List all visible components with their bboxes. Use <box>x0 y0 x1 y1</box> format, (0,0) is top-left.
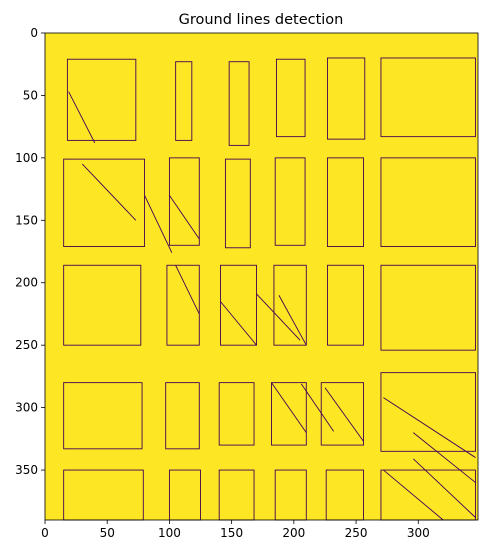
block-outline <box>326 157 364 247</box>
block-outline <box>380 57 476 138</box>
block-diagonal <box>68 91 96 144</box>
block-18 <box>63 382 143 450</box>
block-23 <box>380 372 476 458</box>
block-outline <box>326 264 364 346</box>
block-outline <box>274 157 306 246</box>
block-diagonal <box>175 265 200 315</box>
x-tick-label: 0 <box>41 526 49 540</box>
block-diagonal <box>278 295 307 346</box>
block-10 <box>326 157 364 247</box>
block-outline <box>168 157 200 246</box>
y-tick-label: 250 <box>15 338 38 352</box>
block-diagonal <box>169 195 200 240</box>
y-tick-label: 300 <box>15 401 38 415</box>
x-tick-label: 50 <box>100 526 115 540</box>
block-7 <box>168 157 200 246</box>
block-diagonal <box>324 387 364 442</box>
block-11 <box>380 157 476 247</box>
block-outline <box>63 264 142 346</box>
y-tick-label: 150 <box>15 213 38 227</box>
block-1 <box>175 61 193 141</box>
block-0 <box>66 58 137 144</box>
diagonal-line-4 <box>412 458 476 518</box>
block-16 <box>326 264 364 346</box>
block-diagonal <box>383 397 476 458</box>
block-13 <box>166 264 200 346</box>
plot-frame <box>44 32 479 521</box>
block-20 <box>218 382 255 446</box>
block-5 <box>380 57 476 138</box>
block-2 <box>228 61 250 146</box>
image-background <box>45 33 478 520</box>
diagonal-line-3 <box>413 432 476 483</box>
x-tick-label: 100 <box>158 526 181 540</box>
block-9 <box>274 157 306 246</box>
y-axis: 0 50 100 150 200 250 300 350 <box>15 26 45 477</box>
block-outline <box>175 61 193 141</box>
y-tick-label: 0 <box>30 26 38 40</box>
block-outline <box>380 372 476 452</box>
block-12 <box>63 264 142 346</box>
block-outline <box>228 61 250 146</box>
block-17 <box>380 264 476 351</box>
x-tick-label: 250 <box>345 526 368 540</box>
plot-area <box>44 32 479 521</box>
block-outline <box>380 264 476 351</box>
block-outline <box>271 382 307 446</box>
block-outline <box>326 57 366 140</box>
block-diagonal <box>271 382 307 433</box>
block-4 <box>326 57 366 140</box>
block-15 <box>273 264 307 346</box>
x-tick-label: 300 <box>407 526 430 540</box>
block-diagonal <box>220 301 257 346</box>
block-outline <box>63 382 143 450</box>
block-8 <box>224 158 251 249</box>
block-19 <box>165 382 200 450</box>
block-outline <box>165 382 200 450</box>
diagonal-line-2 <box>300 383 335 432</box>
block-outline <box>380 157 476 247</box>
block-outline <box>218 382 255 446</box>
diagonal-line-0 <box>144 195 173 253</box>
block-14 <box>219 264 257 346</box>
y-tick-label: 100 <box>15 151 38 165</box>
block-outline <box>166 264 200 346</box>
block-3 <box>275 58 306 138</box>
y-tick-label: 200 <box>15 276 38 290</box>
block-outline <box>224 158 251 249</box>
y-tick-label: 50 <box>23 88 38 102</box>
block-outline <box>275 58 306 138</box>
y-tick-label: 350 <box>15 463 38 477</box>
chart-title: Ground lines detection <box>179 12 344 28</box>
block-outline <box>66 58 137 141</box>
block-outline <box>219 264 257 346</box>
block-21 <box>271 382 307 446</box>
block-diagonal <box>82 163 137 221</box>
x-axis: 0 50 100 150 200 250 300 <box>41 520 430 540</box>
diagonal-line-1 <box>256 293 301 341</box>
x-tick-label: 150 <box>220 526 243 540</box>
block-outline <box>273 264 307 346</box>
x-tick-label: 200 <box>282 526 305 540</box>
block-outline <box>63 158 145 247</box>
block-6 <box>63 158 145 247</box>
block-diagonal <box>383 469 444 521</box>
